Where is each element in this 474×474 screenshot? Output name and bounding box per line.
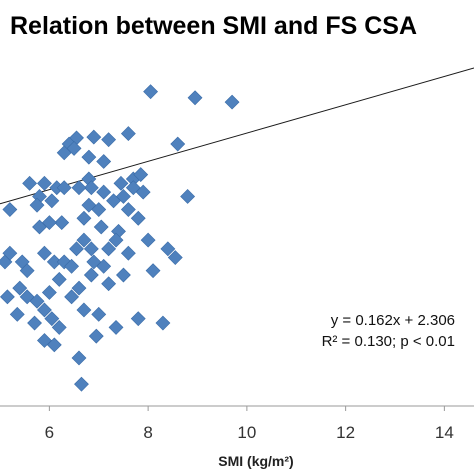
data-point	[83, 267, 99, 283]
data-point	[170, 136, 186, 152]
data-point	[71, 350, 87, 366]
data-point	[2, 245, 18, 261]
data-point	[108, 319, 124, 335]
data-point	[96, 184, 112, 200]
data-point	[91, 202, 107, 217]
data-point	[120, 202, 136, 217]
data-point	[41, 215, 57, 231]
data-point	[160, 241, 176, 257]
data-point	[2, 202, 18, 217]
data-point	[66, 140, 82, 156]
data-point	[108, 232, 124, 248]
data-point	[71, 280, 87, 296]
data-point	[88, 328, 104, 344]
data-point	[12, 280, 28, 296]
x-axis-tick-labels: 6 8 10 12 14	[45, 423, 454, 442]
data-point	[56, 180, 72, 196]
data-point	[69, 241, 84, 257]
data-point	[86, 129, 102, 145]
data-point	[51, 319, 67, 335]
data-point	[116, 267, 131, 283]
equation-label: y = 0.162x + 2.306	[331, 312, 455, 329]
data-point	[96, 154, 112, 169]
data-point	[76, 210, 92, 226]
data-point	[27, 315, 42, 331]
data-point	[101, 276, 117, 292]
data-point	[83, 180, 99, 196]
data-point	[224, 94, 240, 110]
x-tick-label: 6	[45, 423, 54, 442]
data-point	[44, 311, 60, 327]
data-point	[19, 263, 35, 279]
data-point	[29, 197, 45, 213]
data-point	[9, 306, 25, 322]
data-point	[46, 254, 62, 270]
data-point	[96, 258, 112, 274]
data-point	[116, 189, 131, 204]
data-point	[120, 126, 136, 141]
r-squared-label: R² = 0.130; p < 0.01	[322, 333, 455, 350]
data-point	[143, 84, 159, 100]
data-point	[71, 180, 87, 196]
data-point	[44, 193, 60, 209]
data-point	[76, 302, 92, 318]
data-point	[133, 167, 149, 183]
data-point	[91, 306, 107, 322]
data-point	[51, 271, 67, 287]
data-point	[37, 245, 52, 261]
data-point	[81, 149, 97, 165]
data-point	[0, 289, 15, 305]
data-point	[180, 189, 196, 204]
data-point	[167, 250, 183, 265]
data-point	[22, 175, 38, 191]
data-point	[37, 302, 52, 318]
data-points	[0, 84, 240, 392]
x-tick-label: 10	[237, 423, 256, 442]
x-axis-ticks	[48, 406, 445, 411]
data-point	[101, 132, 117, 148]
data-point	[130, 311, 146, 327]
data-point	[74, 376, 89, 392]
data-point	[29, 293, 45, 309]
data-point	[54, 215, 70, 231]
chart-title: Relation between SMI and FS CSA	[10, 12, 417, 40]
data-point	[187, 90, 203, 106]
data-point	[83, 241, 99, 257]
x-tick-label: 14	[435, 423, 454, 442]
data-point	[130, 210, 146, 226]
data-point	[120, 245, 136, 261]
data-point	[41, 285, 57, 300]
x-tick-label: 12	[336, 423, 355, 442]
trendline	[0, 67, 474, 205]
data-point	[46, 337, 62, 353]
data-point	[140, 232, 156, 248]
data-point	[64, 289, 80, 305]
data-point	[145, 263, 161, 279]
data-point	[37, 175, 52, 191]
data-point	[101, 241, 117, 257]
data-point	[64, 258, 80, 274]
data-point	[135, 184, 151, 200]
data-point	[93, 219, 109, 235]
x-tick-label: 8	[143, 423, 152, 442]
data-point	[113, 175, 129, 191]
data-point	[76, 232, 92, 248]
data-point	[155, 315, 171, 331]
x-axis-title: SMI (kg/m²)	[218, 453, 293, 469]
